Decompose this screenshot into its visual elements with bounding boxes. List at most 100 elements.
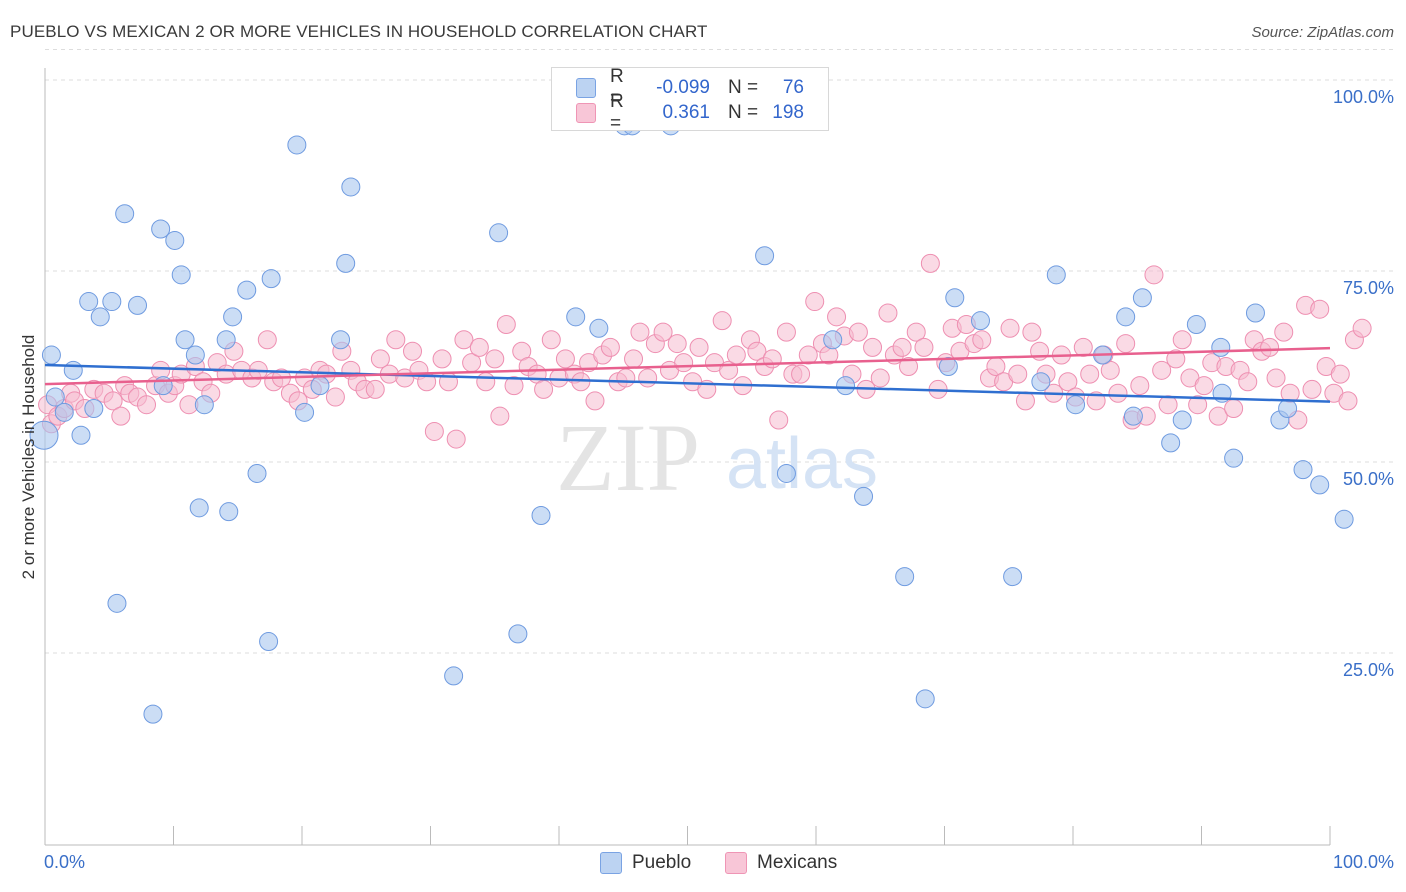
pueblo-point [1132,288,1152,308]
r-value: -0.099 [656,77,710,98]
pueblo-point [310,376,330,396]
mexicans-swatch [725,852,747,874]
mexicans-point [1238,372,1258,392]
mexicans-point [504,376,524,396]
mexicans-point [972,330,992,350]
pueblo-point [1186,314,1206,334]
mexicans-point [1073,337,1093,357]
pueblo-point [589,318,609,338]
pueblo-point [128,295,148,315]
pueblo-point [915,689,935,709]
mexicans-point [769,410,789,430]
bottom-legend-pueblo: Pueblo [600,852,691,874]
stats-legend: R = -0.099 N = 76 R = 0.361 N = 198 [551,66,829,134]
watermark: ZIP atlas [556,404,878,511]
pueblo-point [261,269,281,289]
pueblo-swatch [576,78,596,98]
mexicans-point [1152,360,1172,380]
mexicans-point [1188,395,1208,415]
mexicans-point [1100,360,1120,380]
pueblo-point [444,666,464,686]
mexicans-point [827,307,847,327]
pueblo-point [175,330,195,350]
pueblo-point [237,280,257,300]
pueblo-point [216,330,236,350]
mexicans-point [674,353,694,373]
pueblo-point [1245,303,1265,323]
pueblo-point [143,704,163,724]
pueblo-point [1334,509,1354,529]
mexicans-point [689,337,709,357]
chart-title: PUEBLO VS MEXICAN 2 OR MORE VEHICLES IN … [10,22,708,41]
mexicans-trend-line [44,346,1331,386]
mexicans-point [424,421,444,441]
pueblo-point [489,223,509,243]
pueblo-point [1123,406,1143,426]
legend-row-pueblo: R = -0.099 N = 76 [576,66,804,109]
pueblo-point [247,463,267,483]
y-tick-label: 100.0% [1332,87,1394,107]
mexicans-point [490,406,510,426]
watermark-atlas: atlas [726,424,878,504]
mexicans-point [712,311,732,331]
mexicans-point [1208,406,1228,426]
pueblo-point [938,357,958,376]
mexicans-point [1352,318,1372,338]
x-tick-label: 0.0% [44,852,86,872]
pueblo-point [1310,475,1330,495]
mexicans-point [1144,265,1164,285]
mexicans-point [630,322,650,342]
pueblo-point [287,135,307,155]
mexicans-point [667,334,687,354]
pueblo-point [90,307,110,327]
mexicans-point [624,349,644,369]
r-label: R = [610,66,624,109]
pueblo-point [165,230,185,250]
pueblo-point [84,399,104,419]
pueblo-point [223,307,243,327]
pueblo-point [1031,372,1051,392]
mexicans-point [638,368,658,388]
mexicans-point [1330,364,1350,384]
mexicans-point [403,341,423,361]
mexicans-point [555,349,575,369]
pueblo-point [153,376,173,396]
mexicans-point [325,387,345,407]
pueblo-trend-line [44,363,1331,403]
bottom-legend-mexicans: Mexicans [725,852,837,874]
mexicans-point [776,322,796,342]
mexicans-point [747,341,767,361]
mexicans-point [1172,330,1192,350]
y-axis-label: 2 or more Vehicles in Household [19,334,38,580]
mexicans-point [906,322,926,342]
x-tick-label: 100.0% [1332,852,1394,872]
pueblo-point [79,292,99,312]
pueblo-point [531,505,551,525]
mexicans-point [137,395,157,415]
pueblo-point [970,311,990,331]
pueblo-point [836,376,856,396]
mexicans-point [585,391,605,411]
pueblo-point [776,463,796,483]
pueblo-point [259,632,279,652]
y-tick-label: 75.0% [1342,278,1394,298]
mexicans-point [914,337,934,357]
mexicans-point [726,345,746,365]
pueblo-point [185,345,205,365]
legend-row-mexicans: R = 0.361 N = 198 [576,91,804,134]
mexicans-point [1015,391,1035,411]
mexicans-point [446,429,466,449]
mexicans-point [111,406,131,426]
mexicans-point [485,349,505,369]
mexicans-point [1260,337,1280,357]
mexicans-point [1108,383,1128,403]
pueblo-point [189,498,209,518]
r-label: R = [610,91,624,134]
pueblo-point [508,624,528,644]
mexicans-point [920,253,940,273]
pueblo-point [341,177,361,197]
mexicans-point [103,391,123,411]
pueblo-point [171,265,191,285]
pueblo-point [755,246,775,266]
